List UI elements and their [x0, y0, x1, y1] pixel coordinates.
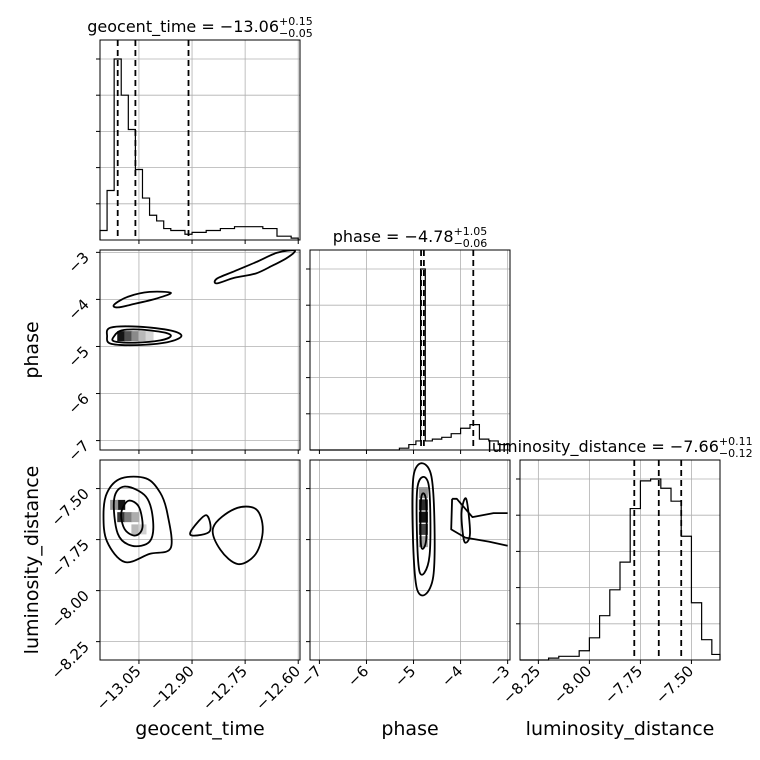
- xaxis-label-luminosity_distance: luminosity_distance: [526, 718, 715, 740]
- contour-2-4: [450, 498, 508, 547]
- contour-0-3: [213, 250, 296, 285]
- contour-2-3: [452, 497, 508, 518]
- title-sup-geocent_time: +0.15: [279, 15, 313, 28]
- title-sub-geocent_time: −0.05: [279, 27, 313, 40]
- ytick-label-phase-4: −3: [64, 248, 92, 276]
- contour-0-2: [112, 290, 172, 309]
- contour-1-0: [120, 499, 144, 537]
- frame-geocent_time-phase: [99, 249, 301, 451]
- title-value-luminosity_distance: luminosity_distance = −7.66: [487, 437, 718, 457]
- title-geocent_time: geocent_time = −13.06+0.15 −0.05: [87, 15, 313, 40]
- histogram-geocent_time: [99, 58, 299, 240]
- hist-panel-phase: phase = −4.78+1.05 −0.06: [306, 225, 511, 454]
- histogram-phase: [310, 268, 509, 451]
- ytick-label-luminosity_distance-1: −8.00: [48, 587, 93, 632]
- xtick-label-phase-2: −5: [391, 662, 419, 690]
- grid-phase: [310, 250, 510, 450]
- yaxis-label-luminosity_distance: luminosity_distance: [21, 466, 43, 655]
- contour-1-4: [211, 505, 264, 566]
- xtick-label-phase-1: −6: [344, 662, 372, 690]
- title-sup-luminosity_distance: +0.11: [719, 435, 753, 448]
- ytick-label-phase-0: −7: [64, 437, 92, 465]
- density-cell-2-4: [418, 536, 428, 548]
- xtick-label-luminosity_distance-3: −7.50: [652, 662, 697, 707]
- contour-1-3: [189, 514, 212, 537]
- contour-2-0: [419, 492, 428, 550]
- ytick-label-phase-2: −5: [64, 343, 92, 371]
- grid-luminosity_distance: [520, 460, 720, 660]
- contour-2-5: [460, 497, 471, 544]
- density-cell-1-3: [131, 512, 140, 523]
- scatter-panel-geocent_time-phase: [96, 249, 301, 454]
- scatter-panel-phase-luminosity_distance: [306, 459, 511, 664]
- yaxis-label-phase: phase: [21, 321, 43, 378]
- ytick-label-phase-3: −4: [64, 296, 92, 324]
- contour-0-1: [105, 325, 183, 347]
- density-cell-2-0: [418, 499, 428, 511]
- contour-1-1: [112, 485, 155, 548]
- density-cell-0-2: [131, 331, 140, 342]
- density-cell-0-1: [124, 331, 133, 342]
- hist-panel-luminosity_distance: luminosity_distance = −7.66+0.11 −0.12: [487, 435, 753, 664]
- title-sub-phase: −0.06: [454, 237, 488, 250]
- xtick-label-geocent_time-1: −12.90: [146, 662, 198, 714]
- ytick-label-luminosity_distance-2: −7.75: [48, 536, 93, 581]
- density-cell-2-2: [418, 523, 428, 535]
- scatter-panel-geocent_time-luminosity_distance: [96, 459, 301, 664]
- frame-geocent_time-luminosity_distance: [99, 459, 301, 661]
- title-phase: phase = −4.78+1.05 −0.06: [333, 225, 488, 250]
- xtick-label-phase-3: −4: [438, 662, 466, 690]
- frame-phase: [309, 249, 511, 451]
- xtick-label-geocent_time-3: −12.60: [252, 662, 304, 714]
- contour-2-1: [415, 476, 432, 576]
- xtick-label-geocent_time-2: −12.75: [199, 662, 251, 714]
- xtick-label-luminosity_distance-2: −7.75: [601, 662, 646, 707]
- density-cell-0-0: [117, 331, 126, 342]
- density-cell-1-0: [117, 499, 126, 510]
- density-cell-2-1: [418, 511, 428, 523]
- title-value-phase: phase = −4.78: [333, 227, 454, 246]
- title-sup-phase: +1.05: [454, 225, 488, 238]
- density-cell-1-2: [124, 512, 133, 523]
- ytick-label-luminosity_distance-0: −8.25: [48, 638, 93, 683]
- contour-2-2: [411, 462, 436, 597]
- panel-content-2: [411, 462, 508, 597]
- panel-content-0: [105, 250, 296, 347]
- grid-phase-luminosity_distance: [310, 460, 510, 660]
- grid-geocent_time-phase: [100, 250, 300, 450]
- frame-geocent_time: [99, 39, 301, 241]
- xtick-label-phase-0: −7: [297, 662, 325, 690]
- xaxis-label-geocent_time: geocent_time: [135, 718, 264, 740]
- grid-geocent_time: [100, 40, 300, 240]
- histogram-luminosity_distance: [520, 478, 721, 661]
- panel-content-1: [102, 475, 264, 566]
- xaxis-label-phase: phase: [381, 718, 438, 740]
- contour-0-0: [111, 328, 172, 344]
- frame-phase-luminosity_distance: [309, 459, 511, 661]
- density-cell-1-4: [131, 524, 140, 535]
- density-cell-0-3: [138, 331, 147, 342]
- grid-geocent_time-luminosity_distance: [100, 460, 300, 660]
- hist-panel-geocent_time: geocent_time = −13.06+0.15 −0.05: [87, 15, 313, 244]
- xtick-label-geocent_time-0: −13.05: [93, 662, 145, 714]
- contour-1-2: [102, 475, 173, 564]
- title-sub-luminosity_distance: −0.12: [719, 447, 753, 460]
- frame-luminosity_distance: [519, 459, 721, 661]
- xtick-label-luminosity_distance-1: −8.00: [550, 662, 595, 707]
- ytick-label-luminosity_distance-3: −7.50: [48, 485, 93, 530]
- title-luminosity_distance: luminosity_distance = −7.66+0.11 −0.12: [487, 435, 752, 460]
- ytick-label-phase-1: −6: [64, 390, 92, 418]
- title-value-geocent_time: geocent_time = −13.06: [87, 17, 279, 37]
- density-cell-0-4: [145, 331, 154, 342]
